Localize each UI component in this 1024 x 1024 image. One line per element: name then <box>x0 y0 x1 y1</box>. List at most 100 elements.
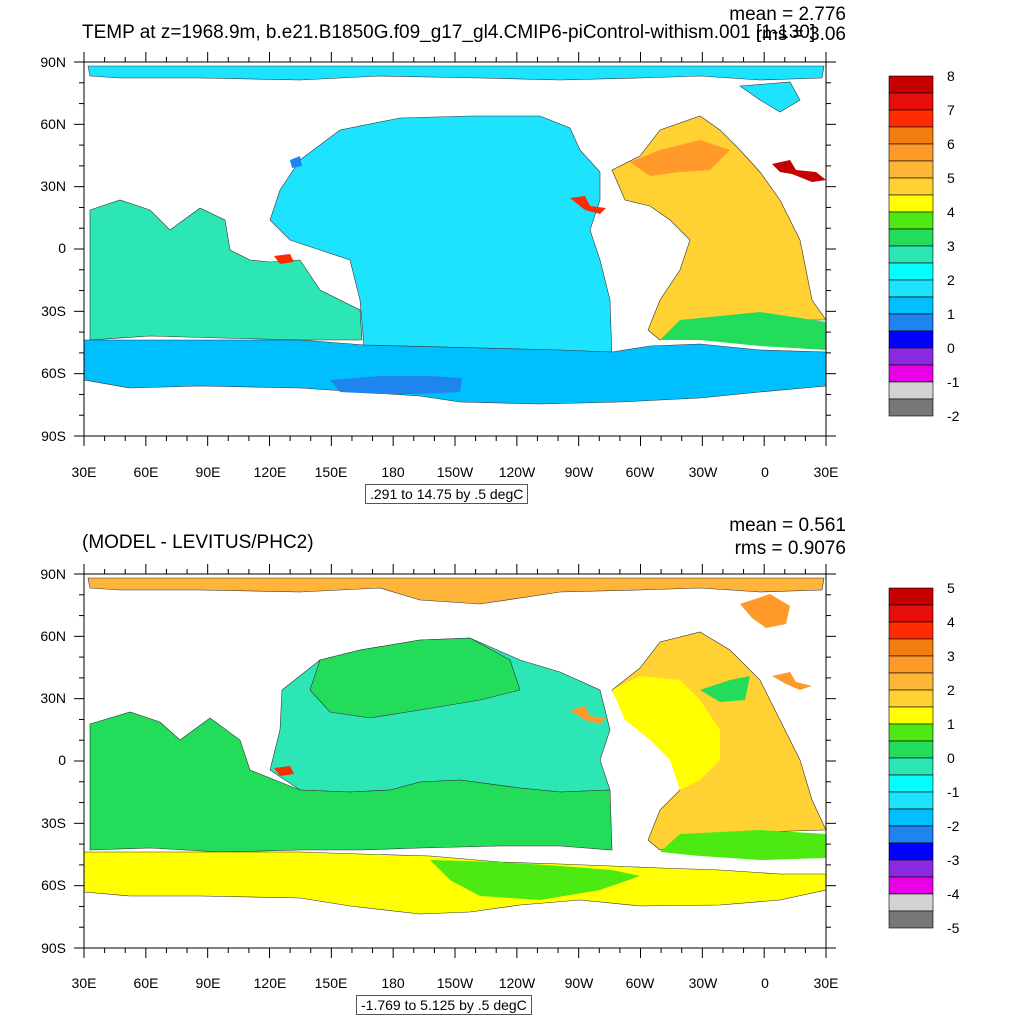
colorbar-swatch <box>888 876 934 895</box>
panel1-lat-label: 30S <box>41 303 66 319</box>
panel1-lon-axis: 30E 60E 90E 120E 150E 180 150W 120W 90W … <box>72 464 839 480</box>
colorbar-swatch <box>888 92 934 111</box>
panel1-lon-label: 30E <box>814 464 839 480</box>
panel1-contour-info: .291 to 14.75 by .5 degC <box>365 484 529 504</box>
panel2-southern-green <box>430 860 640 900</box>
panel1-japan-blue <box>290 156 302 168</box>
panel1-arctic-atl <box>739 81 801 113</box>
colorbar-label: 5 <box>947 580 955 596</box>
panel1-ross <box>330 376 462 394</box>
colorbar-label: -1 <box>947 784 960 800</box>
colorbar-swatch <box>888 228 934 247</box>
panel2-arctic-atl <box>740 594 790 628</box>
colorbar-swatch <box>888 194 934 213</box>
panel1-lon-label: 120E <box>254 464 287 480</box>
colorbar-swatch <box>888 757 934 776</box>
panel2-lon-label: 30W <box>689 975 719 991</box>
panel2-ocean-field <box>83 577 827 915</box>
colorbar-swatch <box>888 177 934 196</box>
colorbar-swatch <box>888 604 934 623</box>
panel1-lat-label: 90N <box>40 54 66 70</box>
colorbar-swatch <box>888 330 934 349</box>
panel1-lon-label: 30E <box>72 464 97 480</box>
panel1-lon-label: 180 <box>381 464 405 480</box>
colorbar-swatch <box>888 211 934 230</box>
panel1-lon-label: 120W <box>499 464 536 480</box>
panel2-atl-south-green <box>660 830 826 860</box>
colorbar-swatch <box>888 75 934 94</box>
colorbar-swatch <box>888 143 934 162</box>
colorbar-swatch <box>888 381 934 400</box>
colorbar-swatch <box>888 109 934 128</box>
colorbar-label: -2 <box>947 818 960 834</box>
panel1-med <box>772 160 826 182</box>
panel1-lat-label: 90S <box>41 428 66 444</box>
panel1-redsea <box>570 196 606 214</box>
panel2-lon-label: 150W <box>437 975 474 991</box>
colorbar-label: -5 <box>947 920 960 936</box>
panel1-southern <box>83 339 827 405</box>
panel2-lat-label: 0 <box>58 752 66 768</box>
colorbar-swatch <box>888 262 934 281</box>
colorbar-label: 0 <box>947 340 955 356</box>
panel1-lat-label: 30N <box>40 178 66 194</box>
panel1-ticks <box>74 52 836 446</box>
panel1-pacific <box>269 115 613 363</box>
panel2-lat-label: 60S <box>41 877 66 893</box>
panel2-lon-label: 60E <box>134 975 159 991</box>
panel2-lon-label: 0 <box>761 975 769 991</box>
colorbar-swatch <box>888 587 934 606</box>
colorbar-label: 8 <box>947 68 955 84</box>
panel1-rms: rms = 3.06 <box>755 24 846 45</box>
panel2-lon-label: 120E <box>254 975 287 991</box>
panel2-lon-label: 120W <box>499 975 536 991</box>
panel2-lon-axis: 30E 60E 90E 120E 150E 180 150W 120W 90W … <box>72 975 839 991</box>
colorbar-label: 4 <box>947 204 955 220</box>
panel1-title: TEMP at z=1968.9m, b.e21.B1850G.f09_g17_… <box>82 22 816 43</box>
colorbar-label: 1 <box>947 306 955 322</box>
panel2-arctic <box>87 577 825 605</box>
panel1-lat-label: 60N <box>40 116 66 132</box>
colorbar-label: 5 <box>947 170 955 186</box>
colorbar-swatch <box>888 126 934 145</box>
panel2-lon-label: 90E <box>196 975 221 991</box>
colorbar-swatch <box>888 723 934 742</box>
panel2-ticks <box>74 564 836 958</box>
panel1-colorbar: 8 7 6 5 4 3 2 1 0 -1 -2 <box>888 68 960 424</box>
panel1-lon-label: 30W <box>689 464 719 480</box>
colorbar-swatch <box>888 689 934 708</box>
colorbar-swatch <box>888 279 934 298</box>
colorbar-label: 1 <box>947 716 955 732</box>
colorbar-swatch <box>888 313 934 332</box>
colorbar-swatch <box>888 842 934 861</box>
panel1-lon-label: 150W <box>437 464 474 480</box>
colorbar-swatch <box>888 296 934 315</box>
panel2-med <box>772 672 812 690</box>
colorbar-swatch <box>888 655 934 674</box>
colorbar-swatch <box>888 398 934 417</box>
panel2-npac-green <box>309 637 521 719</box>
panel1-labrador <box>630 140 730 176</box>
colorbar-label: 2 <box>947 272 955 288</box>
panel2-lon-label: 90W <box>565 975 595 991</box>
panel1-mean: mean = 2.776 <box>729 4 846 25</box>
panel1-indo-red <box>274 254 294 264</box>
panel1-lat-label: 0 <box>58 240 66 256</box>
colorbar-swatch <box>888 774 934 793</box>
colorbar-swatch <box>888 160 934 179</box>
panel2-indopac <box>89 711 613 853</box>
panel1-atl-south-band <box>660 312 826 350</box>
panel1-lat-axis: 90N 60N 30N 0 30S 60S 90S <box>40 54 66 444</box>
panel2-lat-label: 30S <box>41 815 66 831</box>
panel2-lon-label: 30E <box>72 975 97 991</box>
panel2-lat-label: 90S <box>41 940 66 956</box>
panel2-rms: rms = 0.9076 <box>734 538 846 559</box>
panel2-lon-label: 30E <box>814 975 839 991</box>
panel2-lat-label: 90N <box>40 566 66 582</box>
panel2-atl-yellow <box>612 676 720 790</box>
colorbar-label: 6 <box>947 136 955 152</box>
panel2-mean: mean = 0.561 <box>729 515 846 536</box>
colorbar-swatch <box>888 621 934 640</box>
panel2-title: (MODEL - LEVITUS/PHC2) <box>82 532 314 553</box>
panel2-lat-label: 60N <box>40 628 66 644</box>
